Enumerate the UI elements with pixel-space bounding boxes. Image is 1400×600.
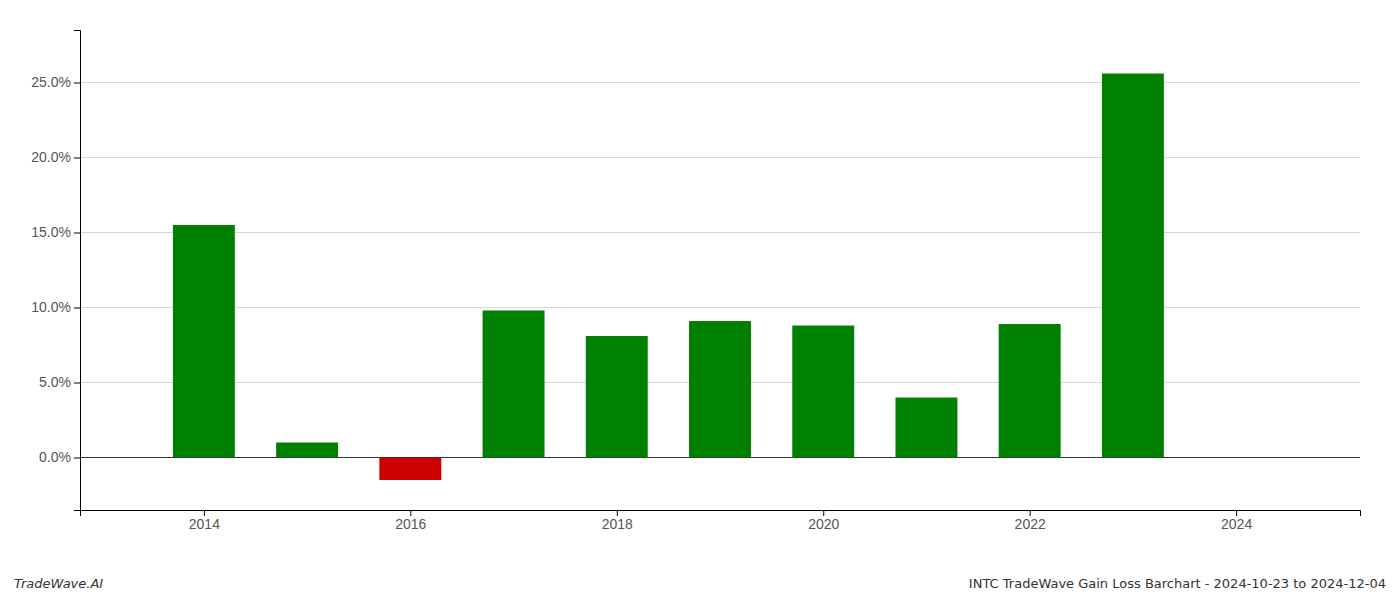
y-tick-label: 25.0% (31, 74, 71, 90)
x-tick: 2016 (395, 510, 426, 532)
bar (586, 336, 648, 458)
grid-line (80, 157, 1360, 158)
bar (999, 324, 1061, 458)
x-tick-label: 2018 (602, 516, 633, 532)
y-tick: 5.0% (39, 374, 80, 390)
y-tick-label: 20.0% (31, 149, 71, 165)
bars (173, 74, 1164, 481)
y-tick-mark (74, 83, 80, 84)
y-tick: 15.0% (31, 224, 80, 240)
y-tick-label: 10.0% (31, 299, 71, 315)
y-tick: 25.0% (31, 74, 80, 90)
grid-line (80, 307, 1360, 308)
x-tick-label: 2020 (808, 516, 839, 532)
bar (689, 321, 751, 458)
y-tick-mark (74, 233, 80, 234)
grid (80, 83, 1360, 458)
x-tick-label: 2016 (395, 516, 426, 532)
x-tick: 2020 (808, 510, 839, 532)
y-tick: 10.0% (31, 299, 80, 315)
grid-line (80, 82, 1360, 83)
x-tick: 2014 (189, 510, 220, 532)
y-tick: 20.0% (31, 149, 80, 165)
x-axis: 2014 2016 2018 2020 2022 2024 (81, 510, 1361, 532)
bar (173, 225, 235, 458)
footer-left: TradeWave.AI (14, 576, 103, 591)
y-tick-label: 0.0% (39, 449, 71, 465)
y-tick-mark (74, 158, 80, 159)
y-axis-line (74, 31, 81, 511)
footer-right: INTC TradeWave Gain Loss Barchart - 2024… (969, 576, 1386, 591)
x-tick-label: 2014 (189, 516, 220, 532)
x-tick: 2024 (1221, 510, 1252, 532)
y-tick-mark (74, 308, 80, 309)
bar (895, 398, 957, 458)
y-tick-label: 15.0% (31, 224, 71, 240)
x-tick-label: 2022 (1015, 516, 1046, 532)
bar (379, 458, 441, 481)
bar (483, 311, 545, 458)
chart: 2014 2016 2018 2020 2022 2024 0.0% 5.0% 10.0% 15.… (0, 0, 1400, 600)
grid-line (80, 232, 1360, 233)
bar (792, 326, 854, 458)
y-tick: 0.0% (39, 449, 80, 465)
x-axis-line (81, 511, 1361, 517)
y-tick-label: 5.0% (39, 374, 71, 390)
bar (276, 443, 338, 458)
y-tick-mark (74, 383, 80, 384)
y-axis: 0.0% 5.0% 10.0% 15.0% 20.0% 25.0% (31, 31, 80, 511)
bar (1102, 74, 1164, 458)
x-tick: 2022 (1015, 510, 1046, 532)
x-tick: 2018 (602, 510, 633, 532)
x-tick-label: 2024 (1221, 516, 1252, 532)
page: {"chart_data": {"type": "bar", "x": [201… (0, 0, 1400, 600)
y-tick-mark (74, 458, 80, 459)
